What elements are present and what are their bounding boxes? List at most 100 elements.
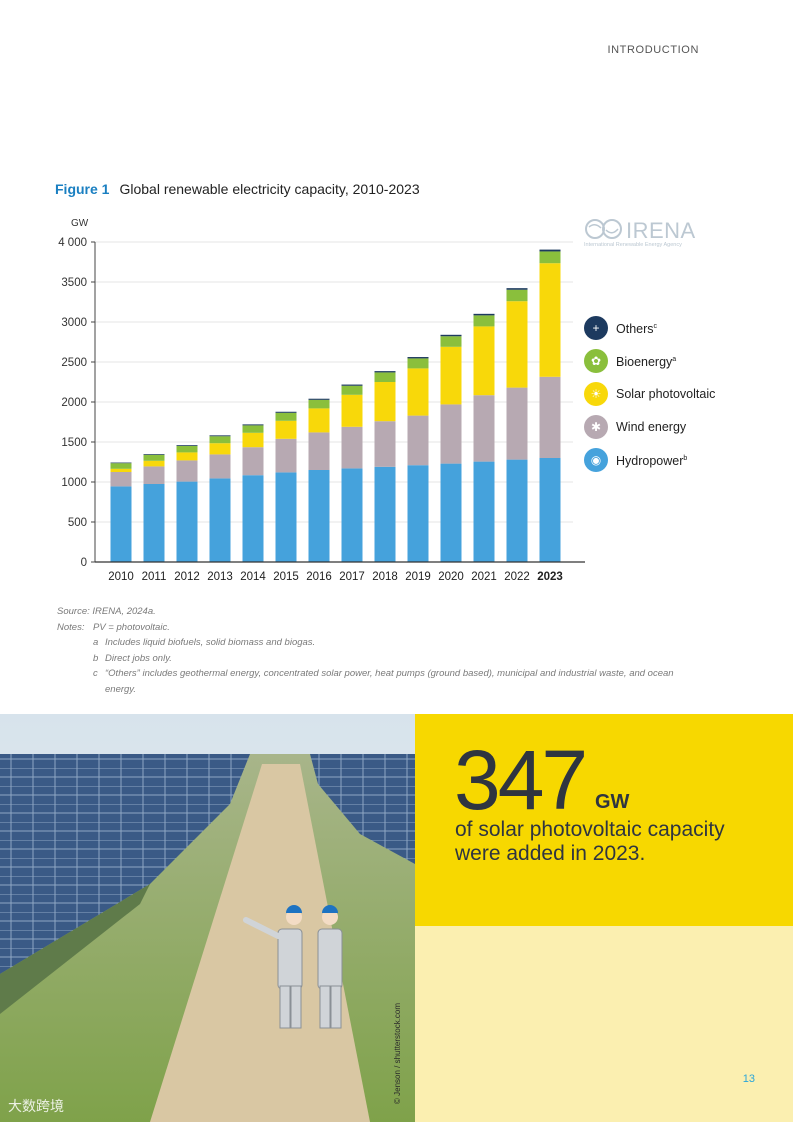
bar-segment xyxy=(110,468,132,472)
legend-label-wind: Wind energy xyxy=(616,419,687,434)
legend-label-solar: Solar photovoltaic xyxy=(616,386,716,401)
bar-segment xyxy=(110,462,132,464)
y-tick-label: 2000 xyxy=(61,397,87,409)
bar-segment xyxy=(242,425,264,433)
bar-segment xyxy=(440,334,462,337)
bar-segment xyxy=(539,249,561,252)
sun-icon: ☀ xyxy=(584,382,608,406)
bar-segment xyxy=(506,459,528,562)
photo-credit: © Jenson / shutterstock.com xyxy=(393,1002,402,1104)
bar-segment xyxy=(110,463,132,469)
bar-segment xyxy=(275,472,297,562)
logo-name: IRENA xyxy=(626,218,696,243)
bar-segment xyxy=(275,420,297,439)
bar-segment xyxy=(209,478,231,562)
section-label: INTRODUCTION xyxy=(607,44,699,56)
x-tick-label: 2022 xyxy=(504,571,530,583)
figure-number: Figure 1 xyxy=(55,181,110,197)
bar-segment xyxy=(308,399,330,409)
bar-segment xyxy=(176,446,198,453)
bar-segment xyxy=(473,395,495,462)
bar-segment xyxy=(308,432,330,470)
bar-segment xyxy=(176,445,198,446)
note-a: a Includes liquid biofuels, solid biomass… xyxy=(93,637,316,648)
bar-segment xyxy=(209,454,231,479)
bar-segment xyxy=(374,466,396,562)
bar-segment xyxy=(308,470,330,562)
legend-item-wind: ✱ Wind energy xyxy=(584,411,716,443)
x-tick-label: 2018 xyxy=(372,571,398,583)
x-tick-label: 2017 xyxy=(339,571,365,583)
x-tick-label: 2010 xyxy=(108,571,134,583)
bar-segment xyxy=(308,398,330,400)
bar-segment xyxy=(308,408,330,433)
bar-segment xyxy=(473,326,495,396)
y-axis-label: GW xyxy=(71,218,89,229)
bar-segment xyxy=(242,447,264,476)
bar-segment xyxy=(506,288,528,290)
x-tick-label: 2023 xyxy=(537,571,563,583)
x-tick-label: 2013 xyxy=(207,571,233,583)
bar-segment xyxy=(407,358,429,369)
bar-segment xyxy=(143,454,165,455)
bar-segment xyxy=(407,357,429,359)
callout-box xyxy=(415,714,793,926)
note-pv: PV = photovoltaic. xyxy=(93,621,170,633)
figure-title: Figure 1 Global renewable electricity cap… xyxy=(55,181,420,197)
bar-segment xyxy=(473,461,495,562)
wind-turbine-icon: ✱ xyxy=(584,415,608,439)
chart-legend: + Othersc ✿ Bioenergya ☀ Solar photovolt… xyxy=(584,312,716,477)
plug-icon: + xyxy=(584,316,608,340)
bar-segment xyxy=(473,313,495,316)
bar-segment xyxy=(506,387,528,460)
bar-segment xyxy=(539,263,561,377)
bar-segment xyxy=(506,289,528,302)
x-tick-label: 2015 xyxy=(273,571,299,583)
bar-segment xyxy=(110,486,132,562)
bar-segment xyxy=(209,435,231,437)
y-tick-label: 0 xyxy=(81,557,87,569)
y-tick-label: 4 000 xyxy=(58,237,87,249)
bar-segment xyxy=(209,436,231,444)
bar-segment xyxy=(374,372,396,382)
x-tick-label: 2019 xyxy=(405,571,431,583)
x-tick-label: 2020 xyxy=(438,571,464,583)
callout-text: of solar photovoltaic capacity were adde… xyxy=(455,818,725,865)
page-number: 13 xyxy=(742,1073,755,1085)
bar-segment xyxy=(143,460,165,467)
y-tick-label: 1500 xyxy=(61,437,87,449)
water-drop-icon: ◉ xyxy=(584,448,608,472)
bar-segment xyxy=(374,382,396,422)
bar-segment xyxy=(341,394,363,427)
bar-segment xyxy=(275,412,297,421)
bar-segment xyxy=(176,452,198,461)
bar-segment xyxy=(143,484,165,562)
bar-segment xyxy=(539,376,561,458)
legend-item-solar: ☀ Solar photovoltaic xyxy=(584,378,716,410)
solar-farm-photo xyxy=(0,714,415,1122)
bar-segment xyxy=(506,301,528,388)
figure-caption: Global renewable electricity capacity, 2… xyxy=(119,181,420,197)
bar-segment xyxy=(407,465,429,562)
legend-label-bioenergy: Bioenergya xyxy=(616,355,677,370)
bar-segment xyxy=(242,432,264,448)
note-b: b Direct jobs only. xyxy=(93,652,172,664)
bar-segment xyxy=(143,466,165,484)
globe-icon xyxy=(585,219,622,239)
legend-item-others: + Othersc xyxy=(584,312,716,344)
leaf-icon: ✿ xyxy=(584,349,608,373)
bar-segment xyxy=(539,458,561,562)
bar-segment xyxy=(341,385,363,395)
logo-subtitle: International Renewable Energy Agency xyxy=(584,242,682,248)
x-tick-label: 2014 xyxy=(240,571,266,583)
bar-segment xyxy=(440,404,462,464)
note-c: c “Others” includes geothermal energy, co… xyxy=(93,668,674,695)
bar-segment xyxy=(341,384,363,386)
bar-segment xyxy=(242,424,264,426)
callout-unit: GW xyxy=(595,791,630,813)
legend-label-others: Othersc xyxy=(616,322,658,337)
bar-segment xyxy=(374,421,396,467)
bar-segment xyxy=(209,443,231,455)
bar-segment xyxy=(275,438,297,473)
bar-segment xyxy=(440,336,462,347)
